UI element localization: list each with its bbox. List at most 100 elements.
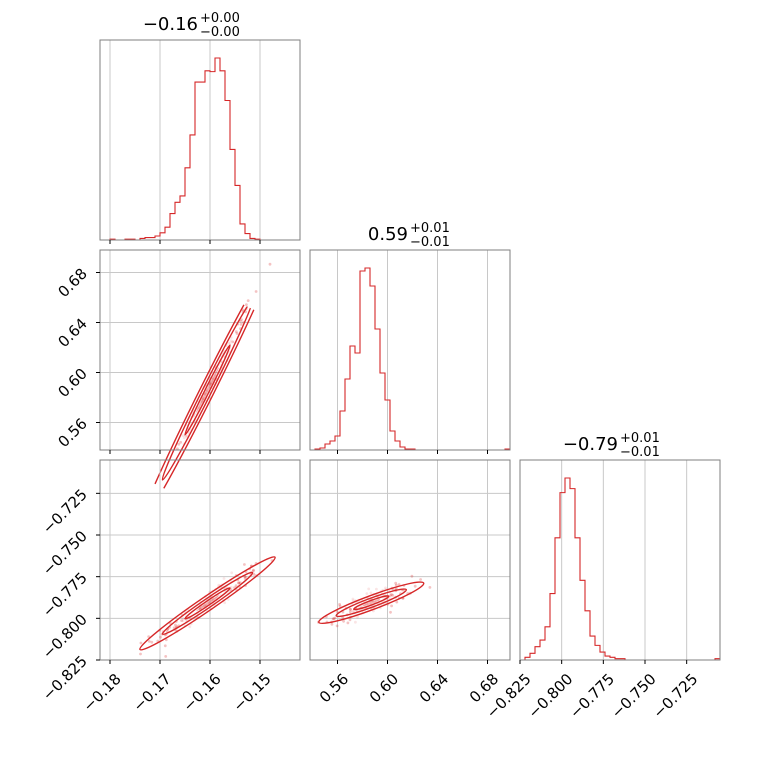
panel-2-2 [519,459,721,664]
scatter-point [208,382,212,386]
scatter-point [177,442,181,446]
y-tick-label-2-0: −0.825 [39,652,91,704]
scatter-point [390,593,393,596]
y-tick-label-1-2: 0.64 [54,315,90,351]
scatter-point [331,617,335,621]
y-tick-label-2-3: −0.750 [39,527,91,579]
scatter-point [147,640,151,643]
panel-frame [99,39,301,241]
scatter-point [419,578,422,581]
scatter-point [384,586,387,590]
scatter-point [391,593,395,597]
scatter-point [252,568,255,572]
scatter-group-1-0 [97,243,284,607]
scatter-point [397,583,401,586]
scatter-point [203,393,207,396]
contour-level-1 [335,588,408,618]
y-tick-label-2-4: −0.725 [39,485,91,537]
scatter-point [203,603,207,607]
panel-title-minus-0: −0.00 [200,25,240,40]
scatter-point [139,641,143,645]
contour-level-0 [184,344,231,436]
x-tick-label-0-1: −0.17 [130,670,175,715]
scatter-point [377,598,380,602]
scatter-group-2-0 [139,559,274,658]
panel-frame [99,249,301,451]
panel-frame [309,249,511,451]
scatter-point [333,616,337,620]
panel-1-1 [309,249,511,454]
scatter-point [342,619,345,623]
panel-title-plus-0: +0.00 [200,11,240,26]
contour-core [362,599,380,607]
scatter-point [365,592,369,595]
scatter-point [239,319,242,323]
scatter-point [356,615,359,619]
scatter-point [410,574,414,578]
scatter-point [238,581,242,585]
y-tick-label-2-1: −0.800 [39,610,91,662]
scatter-point [174,455,177,458]
scatter-point [389,610,392,614]
y-tick-label-1-1: 0.60 [54,365,90,401]
scatter-point [243,563,246,566]
scatter-point [188,625,192,629]
scatter-point [338,603,341,606]
scatter-point [244,575,247,579]
y-tick-label-2-2: −0.775 [39,569,91,621]
panel-1-0 [96,243,301,607]
contour-level-1 [161,571,254,636]
scatter-point [229,339,233,342]
scatter-point [394,581,398,585]
contour-level-0 [353,595,390,611]
x-tick-label-2-2: −0.775 [566,670,618,722]
scatter-point [235,332,239,335]
scatter-point [230,571,234,575]
scatter-point [367,587,371,591]
scatter-point [202,397,206,401]
scatter-point [394,583,398,587]
scatter-point [164,655,168,658]
scatter-point [212,597,216,601]
scatter-point [234,330,238,334]
scatter-point [97,604,100,607]
scatter-point [348,607,352,611]
scatter-point [390,604,393,608]
panel-title-value-1: 0.59 [368,224,408,245]
scatter-point [201,398,205,402]
scatter-point [163,644,167,648]
panel-frame [99,459,301,661]
scatter-point [246,299,250,302]
x-tick-label-2-3: −0.750 [608,670,660,722]
scatter-point [176,447,179,450]
panel-title-plus-2: +0.01 [620,431,660,446]
panel-title-value-2: −0.79 [563,434,618,455]
scatter-point [268,262,272,266]
panel-2-1 [309,459,511,664]
scatter-point [182,436,186,440]
scatter-point [240,318,243,321]
scatter-point [330,622,334,626]
scatter-point [205,389,209,393]
scatter-point [213,373,217,377]
scatter-point [239,323,243,326]
scatter-point [176,451,179,454]
scatter-point [217,583,221,587]
panel-title-plus-1: +0.01 [410,221,450,236]
scatter-point [147,635,151,638]
scatter-point [254,290,258,293]
scatter-point [375,587,378,591]
scatter-point [199,607,202,611]
scatter-point [281,243,284,246]
contour-core [196,367,219,413]
scatter-point [332,617,336,621]
scatter-point [413,584,417,588]
scatter-point [204,391,207,395]
x-tick-label-0-3: −0.15 [230,670,275,715]
scatter-point [351,597,355,601]
scatter-point [181,617,185,621]
scatter-point [346,621,350,625]
x-tick-label-1-2: 0.64 [416,670,452,706]
histogram-step-1 [310,267,510,450]
scatter-point [338,604,342,608]
